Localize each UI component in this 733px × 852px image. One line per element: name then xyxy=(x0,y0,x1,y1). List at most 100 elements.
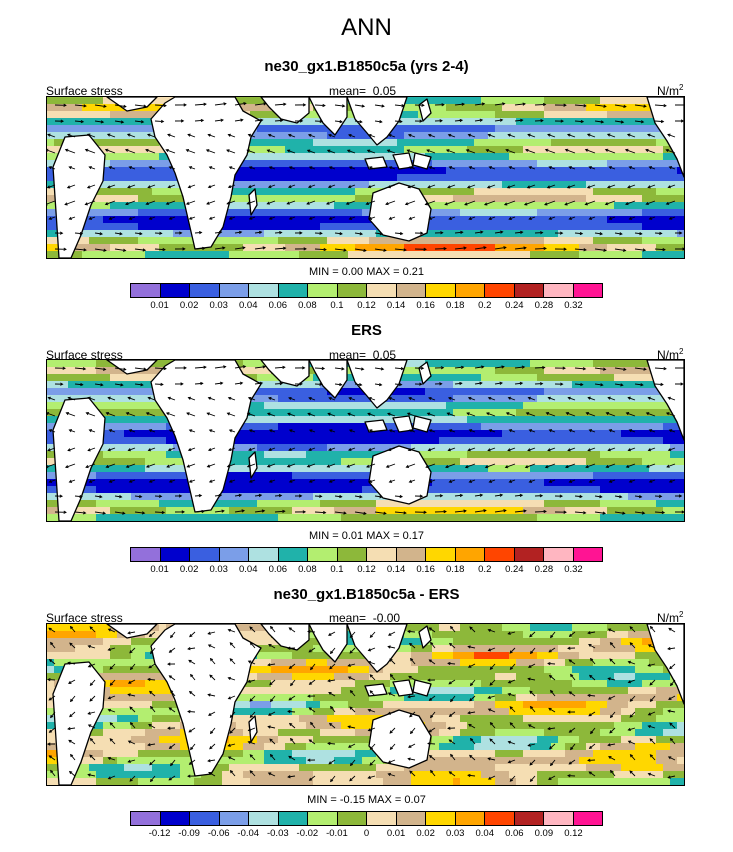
field-cell xyxy=(453,174,461,182)
field-cell xyxy=(110,437,118,445)
field-cell xyxy=(572,458,580,466)
field-cell xyxy=(572,139,580,147)
field-cell xyxy=(621,146,629,154)
field-cell xyxy=(54,402,62,410)
field-cell xyxy=(579,374,587,382)
field-cell xyxy=(152,146,160,154)
field-cell xyxy=(250,367,258,375)
field-cell xyxy=(635,402,643,410)
field-cell xyxy=(54,381,62,389)
field-cell xyxy=(362,514,370,521)
field-cell xyxy=(551,216,559,224)
field-cell xyxy=(355,472,363,480)
stress-arrow xyxy=(226,149,236,154)
field-cell xyxy=(243,202,251,210)
field-cell xyxy=(306,367,314,375)
field-cell xyxy=(313,132,321,140)
field-cell xyxy=(579,409,587,417)
field-cell xyxy=(635,479,643,487)
field-cell xyxy=(523,423,531,431)
field-cell xyxy=(355,125,363,133)
stress-arrow xyxy=(69,216,76,220)
field-cell xyxy=(488,146,496,154)
field-cell xyxy=(628,472,636,480)
stress-arrow xyxy=(374,367,384,370)
field-cell xyxy=(453,500,461,508)
field-cell xyxy=(376,174,384,182)
field-cell xyxy=(586,507,594,515)
field-cell xyxy=(446,111,454,119)
field-cell xyxy=(530,230,538,238)
field-cell xyxy=(446,479,454,487)
field-cell xyxy=(593,223,601,231)
field-cell xyxy=(565,500,573,508)
field-cell xyxy=(404,104,412,112)
field-cell xyxy=(341,493,349,501)
field-cell xyxy=(509,202,517,210)
field-cell xyxy=(418,181,426,189)
field-cell xyxy=(145,160,153,168)
stress-arrowhead xyxy=(548,216,552,220)
field-cell xyxy=(103,367,111,375)
stress-arrow xyxy=(254,247,266,250)
field-cell xyxy=(285,479,293,487)
stress-arrow xyxy=(306,200,316,205)
field-cell xyxy=(376,244,384,252)
field-cell xyxy=(628,174,636,182)
field-cell xyxy=(670,507,678,515)
field-cell xyxy=(334,167,342,175)
stress-arrowhead xyxy=(182,247,186,251)
field-cell xyxy=(523,181,531,189)
field-cell xyxy=(558,104,566,112)
field-cell xyxy=(145,167,153,175)
field-cell xyxy=(208,514,216,521)
coastline xyxy=(646,97,684,178)
field-cell xyxy=(439,223,447,231)
field-cell xyxy=(47,451,55,459)
field-cell xyxy=(439,500,447,508)
stress-arrowhead xyxy=(500,230,504,234)
stress-arrowhead xyxy=(299,119,304,123)
field-cell xyxy=(600,486,608,494)
stress-arrowhead xyxy=(407,133,412,137)
stress-arrow xyxy=(549,166,556,170)
stress-arrow xyxy=(474,231,483,234)
stress-arrow xyxy=(314,248,327,251)
field-cell xyxy=(166,465,174,473)
field-cell xyxy=(551,500,559,508)
field-cell xyxy=(642,230,650,238)
field-cell xyxy=(663,202,671,210)
field-cell xyxy=(586,451,594,459)
field-cell xyxy=(621,479,629,487)
field-cell xyxy=(180,493,188,501)
field-cell xyxy=(593,230,601,238)
field-cell xyxy=(523,514,531,521)
field-cell xyxy=(488,493,496,501)
field-cell xyxy=(635,202,643,210)
field-cell xyxy=(565,97,573,105)
colorbar-tick-label: 0.28 xyxy=(534,300,554,311)
field-cell xyxy=(670,209,678,217)
stress-arrow xyxy=(525,149,536,154)
stress-arrow xyxy=(408,134,416,138)
stress-arrow xyxy=(494,119,503,122)
field-cell xyxy=(327,223,335,231)
field-cell xyxy=(579,416,587,424)
field-cell xyxy=(572,388,580,396)
field-cell xyxy=(453,444,461,452)
stress-arrow xyxy=(109,216,116,220)
field-cell xyxy=(341,230,349,238)
field-cell xyxy=(523,167,531,175)
field-cell xyxy=(355,223,363,231)
field-cell xyxy=(313,374,321,382)
field-cell xyxy=(334,402,342,410)
field-cell xyxy=(642,402,650,410)
field-cell xyxy=(131,514,139,521)
field-cell xyxy=(278,402,286,410)
field-cell xyxy=(614,500,622,508)
field-cell xyxy=(96,402,104,410)
field-cell xyxy=(523,367,531,375)
field-cell xyxy=(334,146,342,154)
field-cell xyxy=(341,458,349,466)
field-cell xyxy=(586,360,594,368)
